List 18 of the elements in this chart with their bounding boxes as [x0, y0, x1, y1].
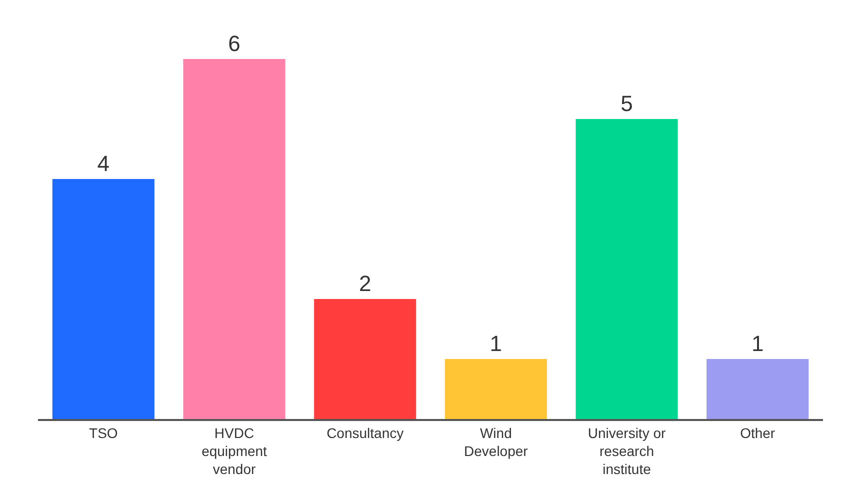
bar	[444, 358, 547, 419]
data-label: 1	[751, 330, 764, 356]
data-label: 5	[620, 90, 633, 116]
bar	[52, 178, 154, 419]
data-label: 1	[490, 330, 502, 356]
x-tick-label: Consultancy	[326, 424, 404, 441]
bar	[183, 58, 286, 419]
x-tick-label: TSO	[89, 424, 118, 441]
bar	[706, 358, 809, 419]
x-tick-label: Wind Developer	[464, 424, 528, 459]
data-label: 6	[228, 30, 240, 56]
data-label: 4	[97, 150, 110, 176]
bar	[576, 118, 678, 419]
x-tick-label: HVDC equipment vendor	[202, 424, 268, 478]
data-label: 2	[358, 270, 372, 296]
bar	[314, 298, 416, 419]
x-tick-label: University or research institute	[588, 424, 666, 478]
x-tick-label: Other	[740, 424, 776, 441]
